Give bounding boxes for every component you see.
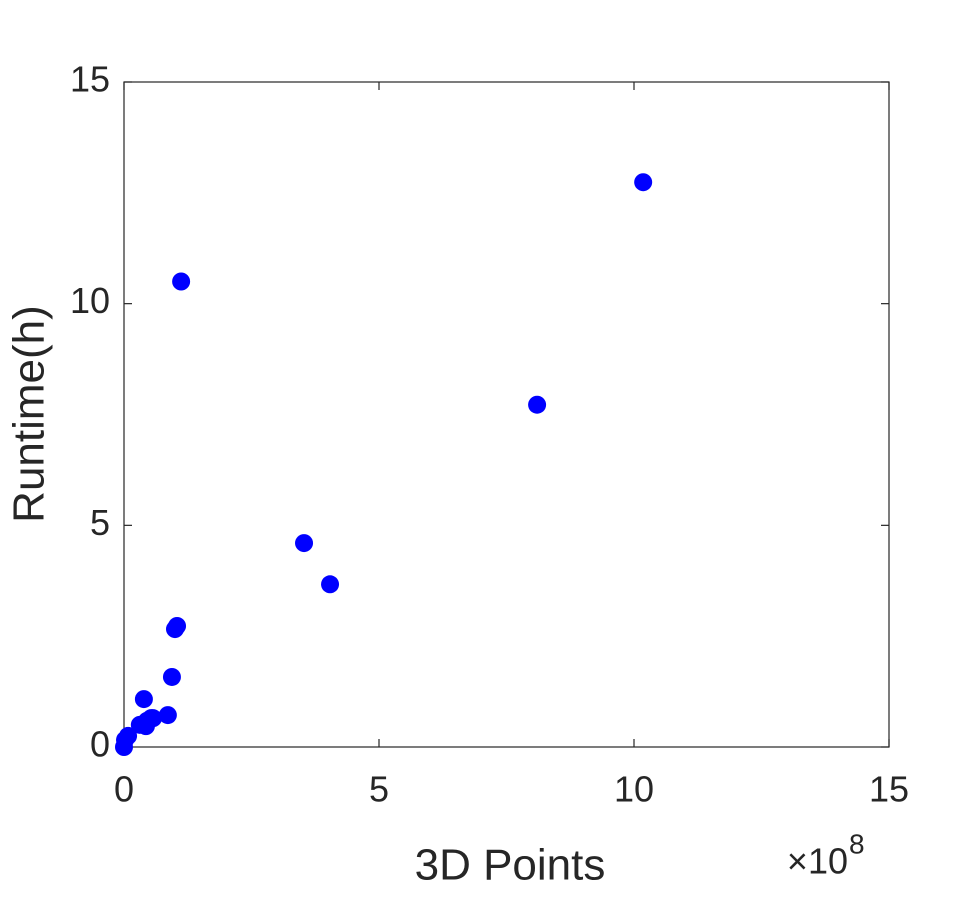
point	[134, 690, 153, 709]
point	[119, 726, 138, 745]
x-tick-label: 5	[369, 769, 389, 810]
y-tick-label: 15	[70, 59, 110, 100]
x-tick-label: 15	[869, 769, 909, 810]
x-axis-label: 3D Points	[415, 841, 606, 890]
x-multiplier: ×10	[787, 841, 848, 882]
x-exponent: 8	[849, 828, 865, 859]
x-tick-label: 0	[114, 769, 134, 810]
point	[295, 534, 314, 553]
point	[634, 173, 653, 192]
y-tick-label: 0	[90, 724, 110, 765]
point	[528, 395, 547, 414]
point	[168, 616, 187, 635]
y-axis-label: Runtime(h)	[5, 305, 54, 523]
plot-frame	[123, 81, 890, 748]
point	[321, 575, 340, 594]
point	[158, 706, 177, 725]
x-tick-label: 10	[614, 769, 654, 810]
point	[172, 272, 191, 291]
y-tick-label: 10	[70, 280, 110, 321]
point	[144, 709, 163, 728]
y-tick-label: 5	[90, 502, 110, 543]
point	[162, 667, 181, 686]
